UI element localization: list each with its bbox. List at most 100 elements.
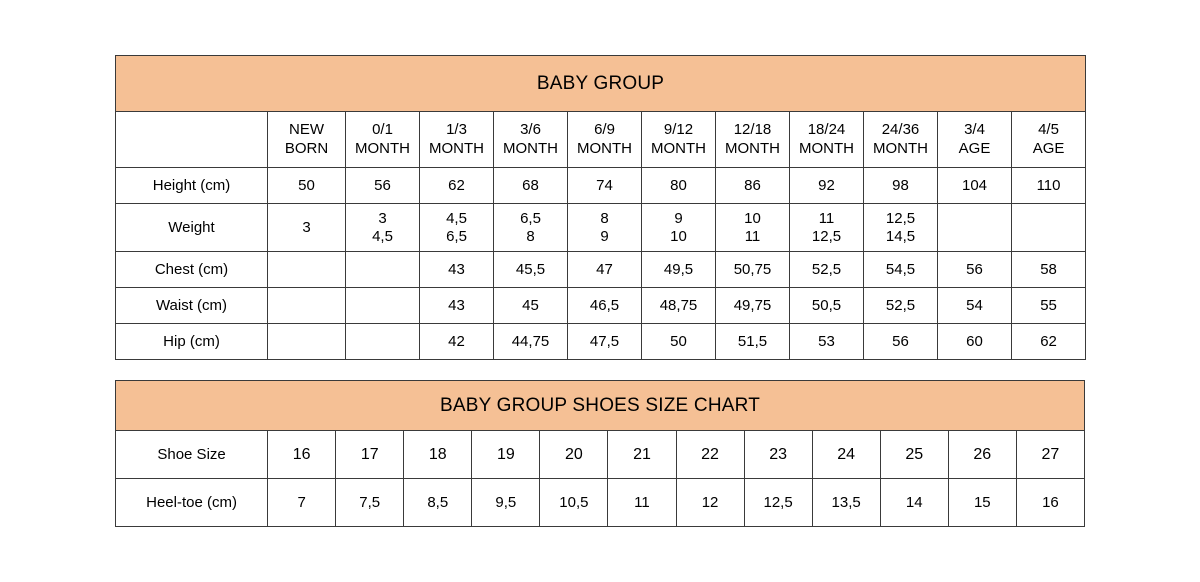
cell-height-18-24-month: 92: [789, 167, 864, 204]
table-row-height: Height (cm) 50 56 62 68 74 80 86 92 98 1…: [115, 167, 1087, 204]
column-header-line2: AGE: [1032, 139, 1065, 157]
table-row-hip: Hip (cm) 42 44,75 47,5 50 51,5 53 56 60 …: [115, 323, 1087, 360]
column-header-6-9-month: 6/9 MONTH: [567, 111, 642, 168]
cell-hip-24-36-month: 56: [863, 323, 938, 360]
cell-waist-18-24-month: 50,5: [789, 287, 864, 324]
cell-heel-toe-26: 15: [947, 478, 1017, 527]
cell-height-24-36-month: 98: [863, 167, 938, 204]
cell-heel-toe-22: 12: [675, 478, 745, 527]
cell-weight-9-12-month: 9 10: [641, 203, 716, 252]
cell-value-max: 11: [744, 227, 761, 245]
cell-hip-6-9-month: 47,5: [567, 323, 642, 360]
cell-value-max: 6,5: [446, 227, 467, 245]
cell-heel-toe-17: 7,5: [335, 478, 405, 527]
cell-waist-9-12-month: 48,75: [641, 287, 716, 324]
cell-shoe-size-18: 18: [403, 430, 473, 479]
cell-value-max: 4,5: [372, 227, 393, 245]
column-header-line1: 24/36: [881, 121, 920, 139]
cell-chest-12-18-month: 50,75: [715, 251, 790, 288]
column-header-line1: 18/24: [807, 121, 846, 139]
row-label-hip: Hip (cm): [115, 323, 268, 360]
cell-value-max: 8: [526, 227, 535, 245]
cell-shoe-size-23: 23: [743, 430, 813, 479]
cell-height-9-12-month: 80: [641, 167, 716, 204]
cell-height-6-9-month: 74: [567, 167, 642, 204]
column-header-line1: 12/18: [733, 121, 772, 139]
cell-waist-1-3-month: 43: [419, 287, 494, 324]
cell-shoe-size-25: 25: [879, 430, 949, 479]
row-label-heel-toe: Heel-toe (cm): [114, 478, 269, 527]
baby-chart-title: BABY GROUP: [114, 55, 1087, 112]
row-label-weight: Weight: [115, 203, 268, 252]
cell-height-new-born: 50: [267, 167, 346, 204]
cell-value-max: 9: [600, 227, 609, 245]
cell-hip-3-4-age: 60: [937, 323, 1012, 360]
cell-value-min: 10: [744, 209, 761, 227]
table-row-heel-toe: Heel-toe (cm) 7 7,5 8,5 9,5 10,5 11 12 1…: [114, 478, 1086, 527]
cell-hip-3-6-month: 44,75: [493, 323, 568, 360]
column-header-1-3-month: 1/3 MONTH: [419, 111, 494, 168]
cell-value-min: 4,5: [446, 209, 467, 227]
column-header-12-18-month: 12/18 MONTH: [715, 111, 790, 168]
cell-chest-1-3-month: 43: [419, 251, 494, 288]
cell-heel-toe-20: 10,5: [539, 478, 609, 527]
cell-weight-3-6-month: 6,5 8: [493, 203, 568, 252]
cell-value-max: 12,5: [811, 227, 842, 245]
cell-heel-toe-16: 7: [267, 478, 337, 527]
baby-header-row: NEW BORN 0/1 MONTH 1/3 MONTH 3/6 MONTH: [115, 111, 1087, 168]
column-header-line2: BORN: [284, 139, 329, 157]
cell-chest-3-4-age: 56: [937, 251, 1012, 288]
column-header-24-36-month: 24/36 MONTH: [863, 111, 938, 168]
cell-shoe-size-22: 22: [675, 430, 745, 479]
cell-chest-18-24-month: 52,5: [789, 251, 864, 288]
cell-hip-1-3-month: 42: [419, 323, 494, 360]
cell-chest-24-36-month: 54,5: [863, 251, 938, 288]
cell-value-max: 10: [670, 227, 687, 245]
cell-waist-24-36-month: 52,5: [863, 287, 938, 324]
cell-shoe-size-26: 26: [947, 430, 1017, 479]
column-header-line2: AGE: [958, 139, 991, 157]
cell-value-min: 6,5: [520, 209, 541, 227]
column-header-line1: 4/5: [1038, 121, 1059, 139]
row-label-chest: Chest (cm): [115, 251, 268, 288]
column-header-line2: MONTH: [725, 139, 780, 157]
cell-value-min: 9: [674, 209, 683, 227]
column-header-line2: MONTH: [651, 139, 706, 157]
cell-shoe-size-20: 20: [539, 430, 609, 479]
cell-waist-0-1-month: [345, 287, 420, 324]
cell-value-min: 8: [600, 209, 609, 227]
shoes-size-chart: BABY GROUP SHOES SIZE CHART Shoe Size 16…: [114, 380, 1086, 527]
cell-hip-0-1-month: [345, 323, 420, 360]
cell-hip-new-born: [267, 323, 346, 360]
column-header-3-4-age: 3/4 AGE: [937, 111, 1012, 168]
cell-shoe-size-19: 19: [471, 430, 541, 479]
cell-chest-9-12-month: 49,5: [641, 251, 716, 288]
cell-hip-9-12-month: 50: [641, 323, 716, 360]
baby-title-row: BABY GROUP: [114, 55, 1087, 112]
column-header-line1: 0/1: [372, 121, 393, 139]
table-row-chest: Chest (cm) 43 45,5 47 49,5 50,75 52,5 54…: [115, 251, 1087, 288]
cell-height-1-3-month: 62: [419, 167, 494, 204]
baby-group-chart: BABY GROUP NEW BORN 0/1 MONTH 1/3 MONTH: [114, 55, 1087, 360]
cell-waist-3-6-month: 45: [493, 287, 568, 324]
cell-weight-0-1-month: 3 4,5: [345, 203, 420, 252]
column-header-0-1-month: 0/1 MONTH: [345, 111, 420, 168]
cell-heel-toe-21: 11: [607, 478, 677, 527]
cell-chest-0-1-month: [345, 251, 420, 288]
cell-height-3-4-age: 104: [937, 167, 1012, 204]
cell-weight-1-3-month: 4,5 6,5: [419, 203, 494, 252]
cell-hip-12-18-month: 51,5: [715, 323, 790, 360]
cell-heel-toe-19: 9,5: [471, 478, 541, 527]
row-label-shoe-size: Shoe Size: [114, 430, 269, 479]
column-header-line1: 6/9: [594, 121, 615, 139]
column-header-line2: MONTH: [355, 139, 410, 157]
column-header-line2: MONTH: [799, 139, 854, 157]
cell-shoe-size-16: 16: [267, 430, 337, 479]
cell-chest-4-5-age: 58: [1010, 251, 1087, 288]
cell-value-min: 12,5: [885, 209, 916, 227]
column-header-line1: 3/6: [520, 121, 541, 139]
cell-waist-new-born: [267, 287, 346, 324]
cell-shoe-size-27: 27: [1015, 430, 1086, 479]
cell-hip-4-5-age: 62: [1010, 323, 1087, 360]
column-header-line1: NEW: [289, 121, 324, 139]
